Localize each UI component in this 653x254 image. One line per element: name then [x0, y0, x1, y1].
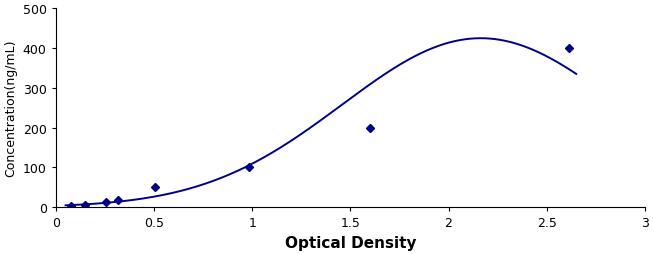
X-axis label: Optical Density: Optical Density [285, 235, 416, 250]
Y-axis label: Concentration(ng/mL): Concentration(ng/mL) [4, 40, 17, 177]
